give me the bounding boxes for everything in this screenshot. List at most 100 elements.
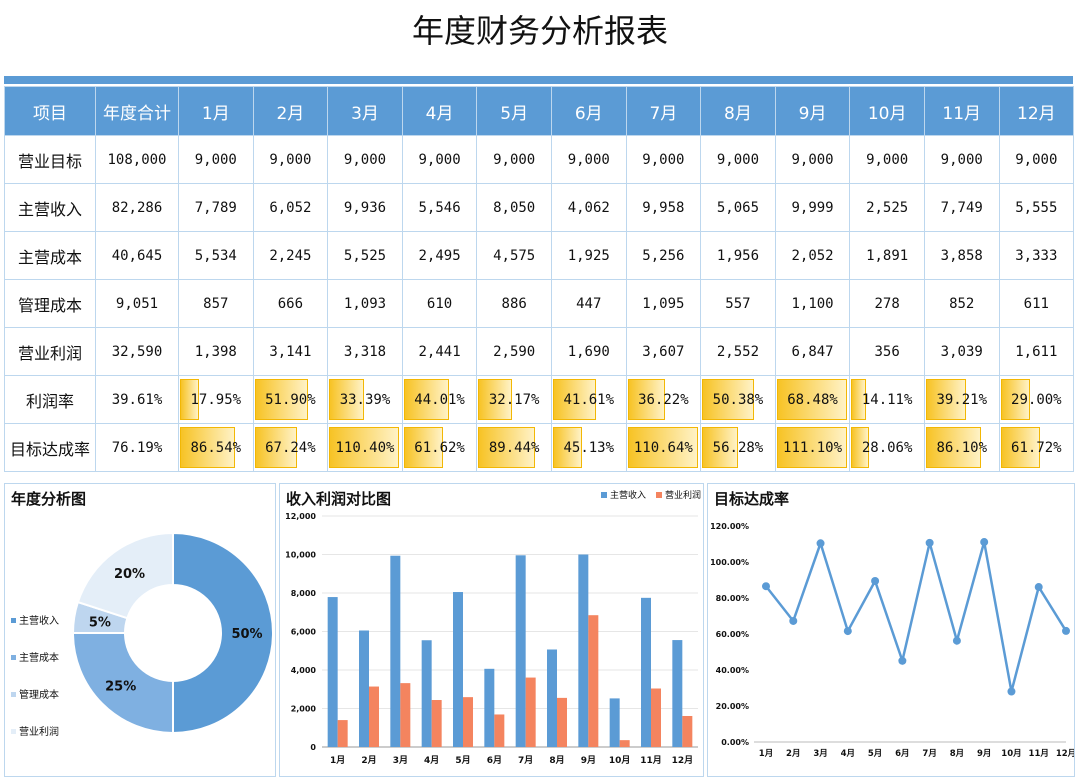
data-bar-cell: 14.11%: [849, 375, 925, 424]
data-bar-cell: 41.61%: [550, 375, 627, 424]
table-cell: 610: [401, 279, 478, 328]
data-point: [1034, 583, 1043, 592]
y-tick-label: 120.00%: [710, 522, 749, 531]
table-cell: 9,000: [849, 135, 925, 184]
data-bar: [478, 427, 536, 468]
data-bar-value: 17.95%: [190, 391, 242, 408]
table-cell: 32,590: [95, 327, 179, 376]
table-cell: 5,546: [401, 183, 478, 232]
table-cell: 9,000: [178, 135, 254, 184]
x-tick-label: 9月: [977, 749, 991, 759]
data-bar-cell: 50.38%: [700, 375, 776, 424]
data-point: [898, 656, 907, 665]
data-bar-cell: 68.48%: [774, 375, 851, 424]
data-bar-value: 68.48%: [787, 391, 838, 408]
bar-profit: [431, 700, 442, 747]
column-header: 12月: [998, 86, 1075, 136]
bar-revenue: [609, 698, 620, 747]
bar-chart: 0 2,000 4,000 6,000 8,000 10,000 12,000 1月 2月 3月 4…: [285, 489, 701, 766]
table-cell: 9,000: [998, 135, 1075, 184]
bar-profit: [494, 714, 505, 747]
data-bar: [254, 427, 298, 468]
bar-profit: [463, 697, 473, 747]
table-cell: 1,891: [849, 231, 925, 280]
table-cell: 3,039: [923, 327, 1000, 376]
data-point: [843, 627, 852, 636]
column-header: 11月: [923, 86, 1000, 136]
donut-slice: [172, 531, 274, 735]
table-cell: 5,534: [178, 231, 254, 280]
data-bar-cell: 51.90%: [252, 375, 329, 424]
data-bar-cell: 111.10%: [774, 423, 851, 472]
table-cell: 2,245: [252, 231, 329, 280]
data-bar-value: 50.38%: [712, 391, 764, 408]
data-bar-cell: 67.24%: [252, 423, 329, 472]
line-panel-title: 目标达成率: [714, 490, 790, 508]
data-bar: [329, 427, 400, 468]
data-bar-value: 32.17%: [488, 391, 540, 408]
bar-revenue: [515, 555, 526, 747]
table-cell: 1,611: [998, 327, 1075, 376]
data-bar: [180, 427, 236, 468]
data-bar-cell: 110.40%: [327, 423, 403, 472]
data-point: [1062, 626, 1070, 635]
table-cell: 1,398: [178, 327, 254, 376]
data-bar: [403, 427, 443, 468]
table-cell: 108,000: [95, 135, 179, 184]
bar-profit: [369, 686, 379, 747]
table-cell: 9,000: [700, 135, 776, 184]
finance-table: 项目 年度合计 1月 2月 3月 4月 5月 6月 7月 8月 9月 10月 11月 12月 营业目标 10…: [4, 86, 1075, 472]
x-tick-label: 7月: [518, 755, 533, 766]
line-panel: 目标达成率 0.00% 20.00% 40.00% 60.00% 80.00% 100.0…: [707, 483, 1076, 777]
x-tick-label: 2月: [361, 755, 376, 766]
slice-label: 20%: [114, 567, 145, 582]
data-bar-cell: 61.72%: [998, 423, 1075, 472]
column-header: 7月: [625, 86, 702, 136]
row-label: 营业目标: [4, 135, 96, 184]
table-cell: 5,256: [625, 231, 702, 280]
data-bar-value: 14.11%: [861, 391, 913, 408]
table-cell: 2,441: [401, 327, 478, 376]
x-tick-label: 11月: [1029, 749, 1049, 759]
data-bar-value: 39.61%: [111, 391, 163, 408]
bar-profit: [337, 720, 348, 747]
bar-panel: 收入利润对比图 0 2,000 4,000 6,000 8,000 10,000 12,00…: [279, 483, 704, 777]
legend-label: 管理成本: [19, 688, 59, 701]
legend-swatch: [601, 492, 607, 498]
column-header: 9月: [774, 86, 851, 136]
x-tick-label: 11月: [640, 755, 662, 766]
data-bar-value: 86.54%: [190, 439, 242, 456]
data-bar-cell: 39.21%: [923, 375, 1000, 424]
data-bar: [254, 379, 309, 420]
data-bar-value: 36.22%: [638, 391, 689, 408]
table-cell: 5,555: [998, 183, 1075, 232]
y-tick-label: 4,000: [291, 666, 317, 675]
legend-swatch: [656, 492, 662, 498]
data-bar-cell: 39.61%: [95, 375, 179, 424]
data-bar-cell: 33.39%: [327, 375, 403, 424]
data-bar-cell: 86.10%: [923, 423, 1000, 472]
table-cell: 3,318: [327, 327, 403, 376]
data-bar-value: 67.24%: [265, 439, 316, 456]
data-bar-cell: 110.64%: [625, 423, 702, 472]
data-bar-value: 29.00%: [1011, 391, 1062, 408]
data-bar: [851, 427, 870, 468]
data-bar-value: 56.28%: [712, 439, 764, 456]
data-bar-value: 76.19%: [111, 439, 163, 456]
x-tick-label: 6月: [895, 749, 909, 759]
y-tick-label: 2,000: [291, 705, 317, 714]
table-cell: 857: [178, 279, 254, 328]
row-label: 利润率: [4, 375, 96, 424]
series-line: [765, 539, 1068, 692]
data-point: [1007, 687, 1016, 696]
y-tick-label: 0: [310, 743, 316, 752]
data-bar-cell: 45.13%: [550, 423, 627, 472]
table-cell: 3,141: [252, 327, 329, 376]
column-header: 4月: [401, 86, 478, 136]
bar-revenue: [359, 630, 369, 747]
x-tick-label: 6月: [487, 755, 502, 766]
table-cell: 3,858: [923, 231, 1000, 280]
x-tick-label: 12月: [1056, 749, 1074, 759]
data-bar-cell: 36.22%: [625, 375, 702, 424]
